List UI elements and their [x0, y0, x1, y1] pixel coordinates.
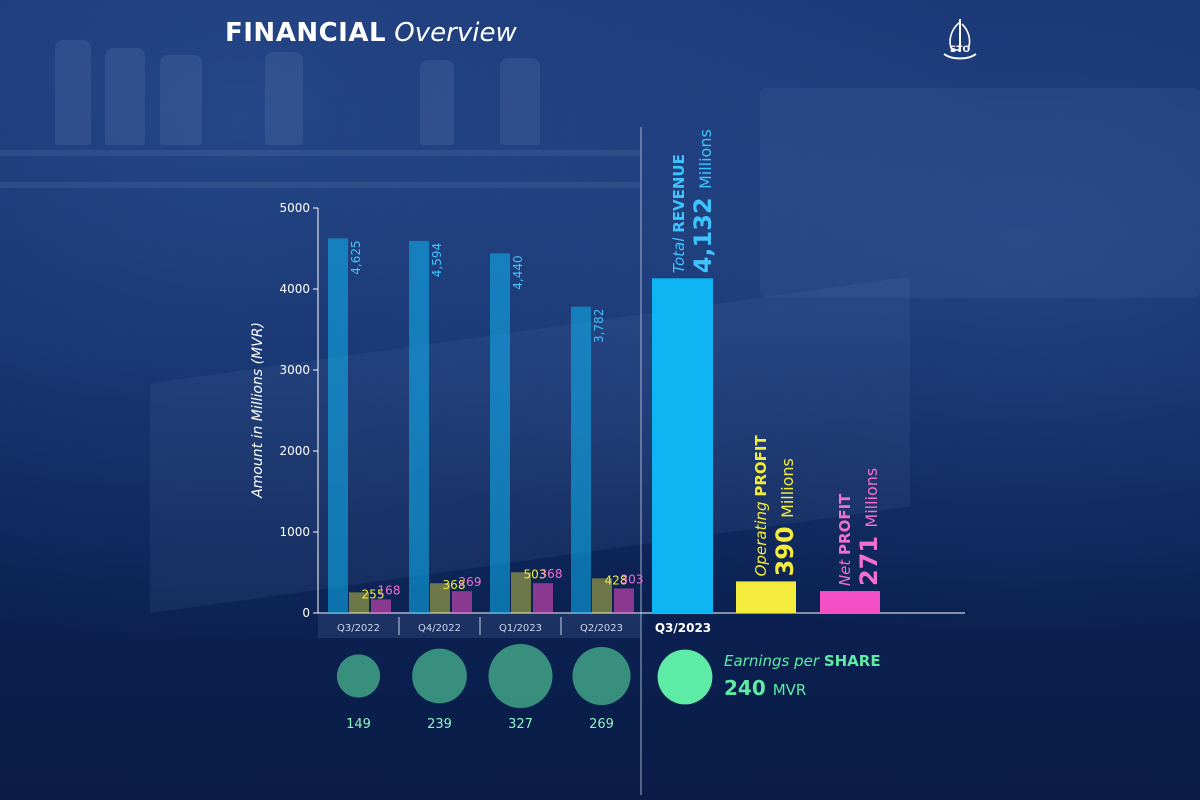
y-tick-label: 5000 — [279, 201, 310, 215]
operating-profit-bar — [592, 578, 612, 613]
current-operating-profit-label-word: PROFIT — [752, 435, 770, 497]
current-net-profit-label-amount: 271 — [855, 528, 883, 586]
current-net-profit-label-amount-line: 271 Millions — [855, 468, 883, 586]
y-tick-label: 0 — [302, 606, 310, 620]
eps-value-label: 239 — [427, 717, 452, 732]
backdrop-bottle — [265, 52, 303, 145]
current-operating-profit-label-prefix: Operating — [752, 497, 770, 577]
current-revenue-label-amount: 4,132 — [689, 189, 717, 273]
net-profit-value-label: 168 — [378, 583, 401, 597]
net-profit-bar — [371, 599, 391, 613]
net-profit-value-label: 269 — [459, 575, 482, 589]
eps-circle — [412, 648, 467, 704]
operating-profit-value-label: 368 — [443, 578, 466, 592]
backdrop-paint-cans — [760, 88, 1200, 298]
backdrop-shelf — [0, 150, 640, 156]
eps-circle — [488, 644, 553, 708]
backdrop-bottle — [420, 60, 454, 145]
eps-value-label: 327 — [508, 717, 533, 732]
operating-profit-value-label: 428 — [605, 573, 628, 587]
backdrop-shelf — [0, 182, 640, 188]
operating-profit-value-label: 255 — [362, 587, 385, 601]
current-net-profit-label-word: PROFIT — [836, 493, 854, 555]
revenue-value-label: 4,625 — [349, 240, 363, 274]
y-tick-label: 2000 — [279, 444, 310, 458]
current-eps-prefix: Earnings per — [724, 652, 824, 670]
current-operating-profit-label-title: Operating PROFIT — [752, 435, 770, 577]
category-label: Q3/2022 — [337, 623, 380, 634]
y-tick-label: 3000 — [279, 363, 310, 377]
current-eps-unit: MVR — [773, 681, 807, 699]
current-eps-circle — [657, 649, 713, 705]
current-net-profit-label-title: Net PROFIT — [836, 493, 854, 586]
current-revenue-label-unit: Millions — [696, 129, 715, 189]
current-revenue-bar — [652, 278, 713, 613]
revenue-bar — [409, 240, 429, 614]
backdrop-bottle — [500, 58, 540, 145]
title-light: Overview — [394, 18, 517, 48]
category-label: Q2/2023 — [580, 623, 623, 634]
net-profit-bar — [452, 591, 472, 613]
backdrop-bottle — [105, 48, 145, 145]
category-label: Q4/2022 — [418, 623, 461, 634]
revenue-value-label: 3,782 — [592, 309, 606, 343]
current-revenue-label-prefix: Total — [670, 233, 688, 274]
net-profit-bar — [533, 583, 553, 613]
eps-value-label: 269 — [589, 717, 614, 732]
operating-profit-bar — [511, 572, 531, 613]
category-label: Q1/2023 — [499, 623, 542, 634]
chart-labels: 4,625255168Q3/20221494,594368269Q4/20222… — [337, 129, 883, 732]
operating-profit-bar — [349, 592, 369, 613]
current-eps-amount: 240 — [724, 676, 773, 700]
ship-sail-logo-icon: STO — [943, 19, 977, 60]
revenue-bar — [328, 238, 348, 613]
logo-text: STO — [950, 45, 971, 55]
current-eps-title: Earnings per SHARE — [724, 652, 881, 670]
current-net-profit-bar — [820, 591, 880, 613]
current-net-profit-label-unit: Millions — [862, 468, 881, 528]
backdrop-bottle — [160, 55, 202, 145]
revenue-value-label: 4,594 — [430, 243, 444, 277]
current-eps-amount-line: 240 MVR — [724, 676, 806, 700]
operating-profit-bar — [430, 583, 450, 613]
y-tick-label: 1000 — [279, 525, 310, 539]
revenue-bar — [490, 253, 510, 614]
current-operating-profit-bar — [736, 581, 796, 613]
revenue-bar — [571, 306, 591, 613]
net-profit-bar — [614, 588, 634, 613]
current-net-profit-label-prefix: Net — [836, 555, 854, 586]
eps-circle — [572, 646, 631, 706]
chart-bars — [328, 238, 880, 708]
current-eps-word: SHARE — [824, 652, 881, 670]
net-profit-value-label: 368 — [540, 567, 563, 581]
current-operating-profit-label-amount: 390 — [771, 518, 799, 576]
operating-profit-value-label: 503 — [524, 567, 547, 581]
backdrop-bottle — [55, 40, 91, 145]
page-title: FINANCIAL Overview — [225, 18, 517, 48]
title-bold: FINANCIAL — [225, 18, 387, 48]
y-tick-label: 4000 — [279, 282, 310, 296]
current-revenue-label-word: REVENUE — [670, 154, 688, 233]
current-category-label: Q3/2023 — [655, 621, 711, 635]
eps-value-label: 149 — [346, 717, 371, 732]
current-operating-profit-label-unit: Millions — [778, 458, 797, 518]
eps-circle — [336, 654, 381, 698]
current-revenue-label-title: Total REVENUE — [670, 154, 688, 273]
net-profit-value-label: 303 — [621, 572, 644, 586]
y-axis-title: Amount in Millions (MVR) — [250, 322, 266, 499]
revenue-value-label: 4,440 — [511, 255, 525, 289]
current-revenue-label-amount-line: 4,132 Millions — [689, 129, 717, 273]
current-operating-profit-label-amount-line: 390 Millions — [771, 458, 799, 576]
chart-axes: 0 1000 2000 3000 4000 5000 Amount in Millions … — [250, 127, 965, 795]
